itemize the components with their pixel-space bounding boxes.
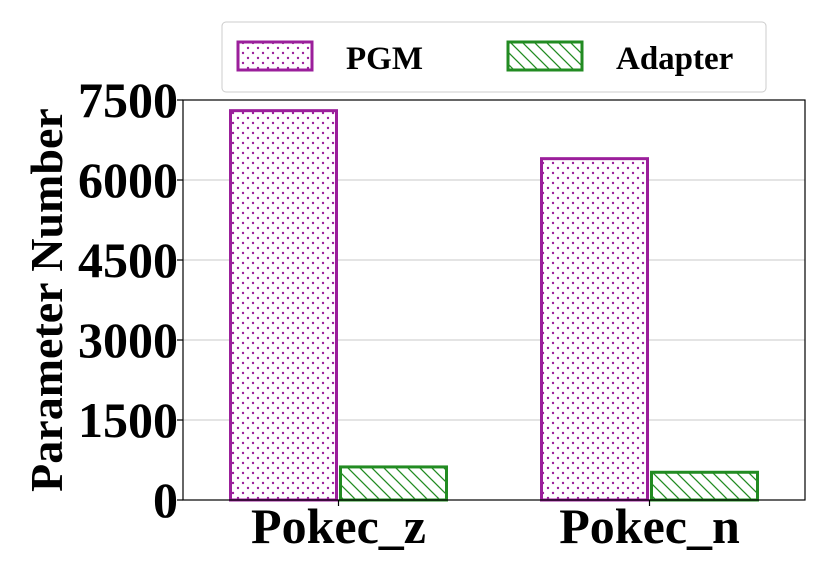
bars-group — [229, 109, 759, 502]
bar-pgm-pokec_n — [540, 157, 649, 502]
legend-swatch-pgm — [236, 40, 314, 72]
legend: PGM Adapter — [221, 21, 767, 93]
y-axis-ticks: 0 1500 3000 4500 6000 7500 — [78, 72, 183, 528]
y-tick-label: 3000 — [78, 312, 178, 368]
x-tick-label: Pokec_z — [251, 498, 426, 554]
plot-frame — [182, 99, 806, 501]
y-tick-label: 1500 — [78, 392, 178, 448]
legend-swatch-adapter — [506, 40, 584, 72]
x-axis-ticks: Pokec_z Pokec_n — [251, 498, 740, 554]
legend-box — [221, 21, 767, 93]
legend-label-adapter: Adapter — [616, 41, 733, 77]
y-tick-label: 6000 — [78, 152, 178, 208]
y-axis-label: Parameter Number — [21, 108, 72, 492]
legend-label-pgm: PGM — [346, 41, 423, 77]
bar-adapter-pokec_n — [650, 470, 759, 502]
x-tick-label: Pokec_n — [559, 498, 740, 554]
y-tick-label: 0 — [153, 472, 178, 528]
bar-pgm-pokec_z — [229, 109, 338, 502]
y-tick-label: 4500 — [78, 232, 178, 288]
y-tick-label: 7500 — [78, 72, 178, 128]
bar-adapter-pokec_z — [339, 465, 448, 502]
